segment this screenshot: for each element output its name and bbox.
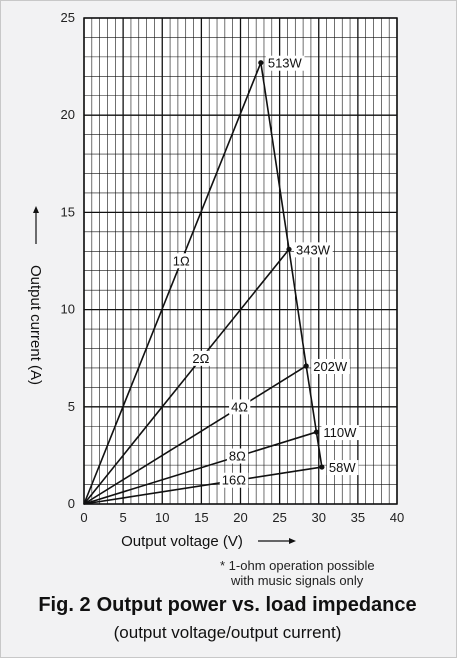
x-tick-label: 5: [120, 510, 127, 525]
series-line: [83, 431, 317, 505]
chart: 513W 1Ω 343W 2Ω 202W 4Ω 110W 8Ω 58W 16Ω 0 5 10 15 20 2…: [27, 10, 405, 550]
x-axis-arrow: [258, 538, 296, 544]
impedance-label-bg: [219, 472, 249, 488]
impedance-label-bg: [226, 448, 249, 464]
series-labels: 513W 1Ω 343W 2Ω 202W 4Ω 110W 8Ω 58W 16Ω: [170, 55, 360, 488]
impedance-label-bg: [190, 350, 212, 366]
series-points: [258, 60, 325, 470]
power-label-bg: [326, 460, 359, 476]
x-axis-label: Output voltage (V): [121, 533, 243, 550]
y-tick-label: 25: [61, 10, 75, 25]
series-endpoint: [303, 363, 309, 369]
x-tick-label: 15: [194, 510, 208, 525]
impedance-label-bg: [170, 253, 193, 269]
series-line: [83, 62, 262, 505]
impedance-label-bg: [229, 399, 251, 415]
impedance-label: 16Ω: [222, 473, 246, 488]
series-line: [83, 248, 290, 505]
x-tick-label: 35: [351, 510, 365, 525]
impedance-label: 4Ω: [231, 399, 248, 414]
power-label-bg: [321, 425, 360, 441]
power-label: 110W: [323, 425, 357, 440]
impedance-label: 1Ω: [173, 253, 190, 268]
power-label: 58W: [329, 460, 356, 475]
y-axis-arrow: [33, 206, 39, 244]
chart-title: Output power vs. load impedance: [96, 594, 417, 616]
power-label: 513W: [268, 56, 303, 71]
series-endpoint: [319, 464, 325, 470]
x-tick-label: 30: [312, 510, 326, 525]
series-line: [83, 466, 323, 505]
series-endpoint: [286, 246, 292, 252]
series-line: [83, 365, 307, 505]
y-tick-label: 20: [61, 107, 75, 122]
footnote-line-1: * 1-ohm operation possible: [220, 558, 375, 573]
x-tick-label: 20: [233, 510, 247, 525]
y-tick-label: 5: [68, 399, 75, 414]
impedance-label: 2Ω: [192, 351, 209, 366]
y-tick-label: 15: [61, 204, 75, 219]
impedance-label: 8Ω: [229, 449, 246, 464]
series-endpoint: [313, 429, 320, 435]
series-endpoint: [258, 60, 264, 66]
y-tick-label: 10: [61, 302, 75, 317]
x-tick-label: 40: [390, 510, 404, 525]
tick-labels: 0 5 10 15 20 25 30 35 40 0 5 10 15 20 25: [61, 10, 405, 525]
x-tick-label: 10: [155, 510, 169, 525]
power-label: 202W: [313, 359, 348, 374]
power-label-bg: [311, 358, 350, 374]
footnote-line-2: with music signals only: [231, 573, 364, 588]
chart-subtitle: (output voltage/output current): [113, 623, 342, 642]
figure-label: Fig. 2: [38, 594, 91, 616]
power-label-bg: [265, 55, 305, 71]
power-label-bg: [294, 242, 333, 258]
x-tick-label: 25: [272, 510, 286, 525]
footnote: * 1-ohm operation possible with music si…: [220, 558, 375, 588]
figure-title: Fig. 2 Output power vs. load impedance: [0, 594, 455, 617]
x-tick-label: 0: [80, 510, 87, 525]
y-axis-label: Output current (A): [27, 265, 44, 385]
y-tick-label: 0: [68, 496, 75, 511]
power-label: 343W: [296, 242, 331, 257]
plot-border: [83, 17, 398, 505]
